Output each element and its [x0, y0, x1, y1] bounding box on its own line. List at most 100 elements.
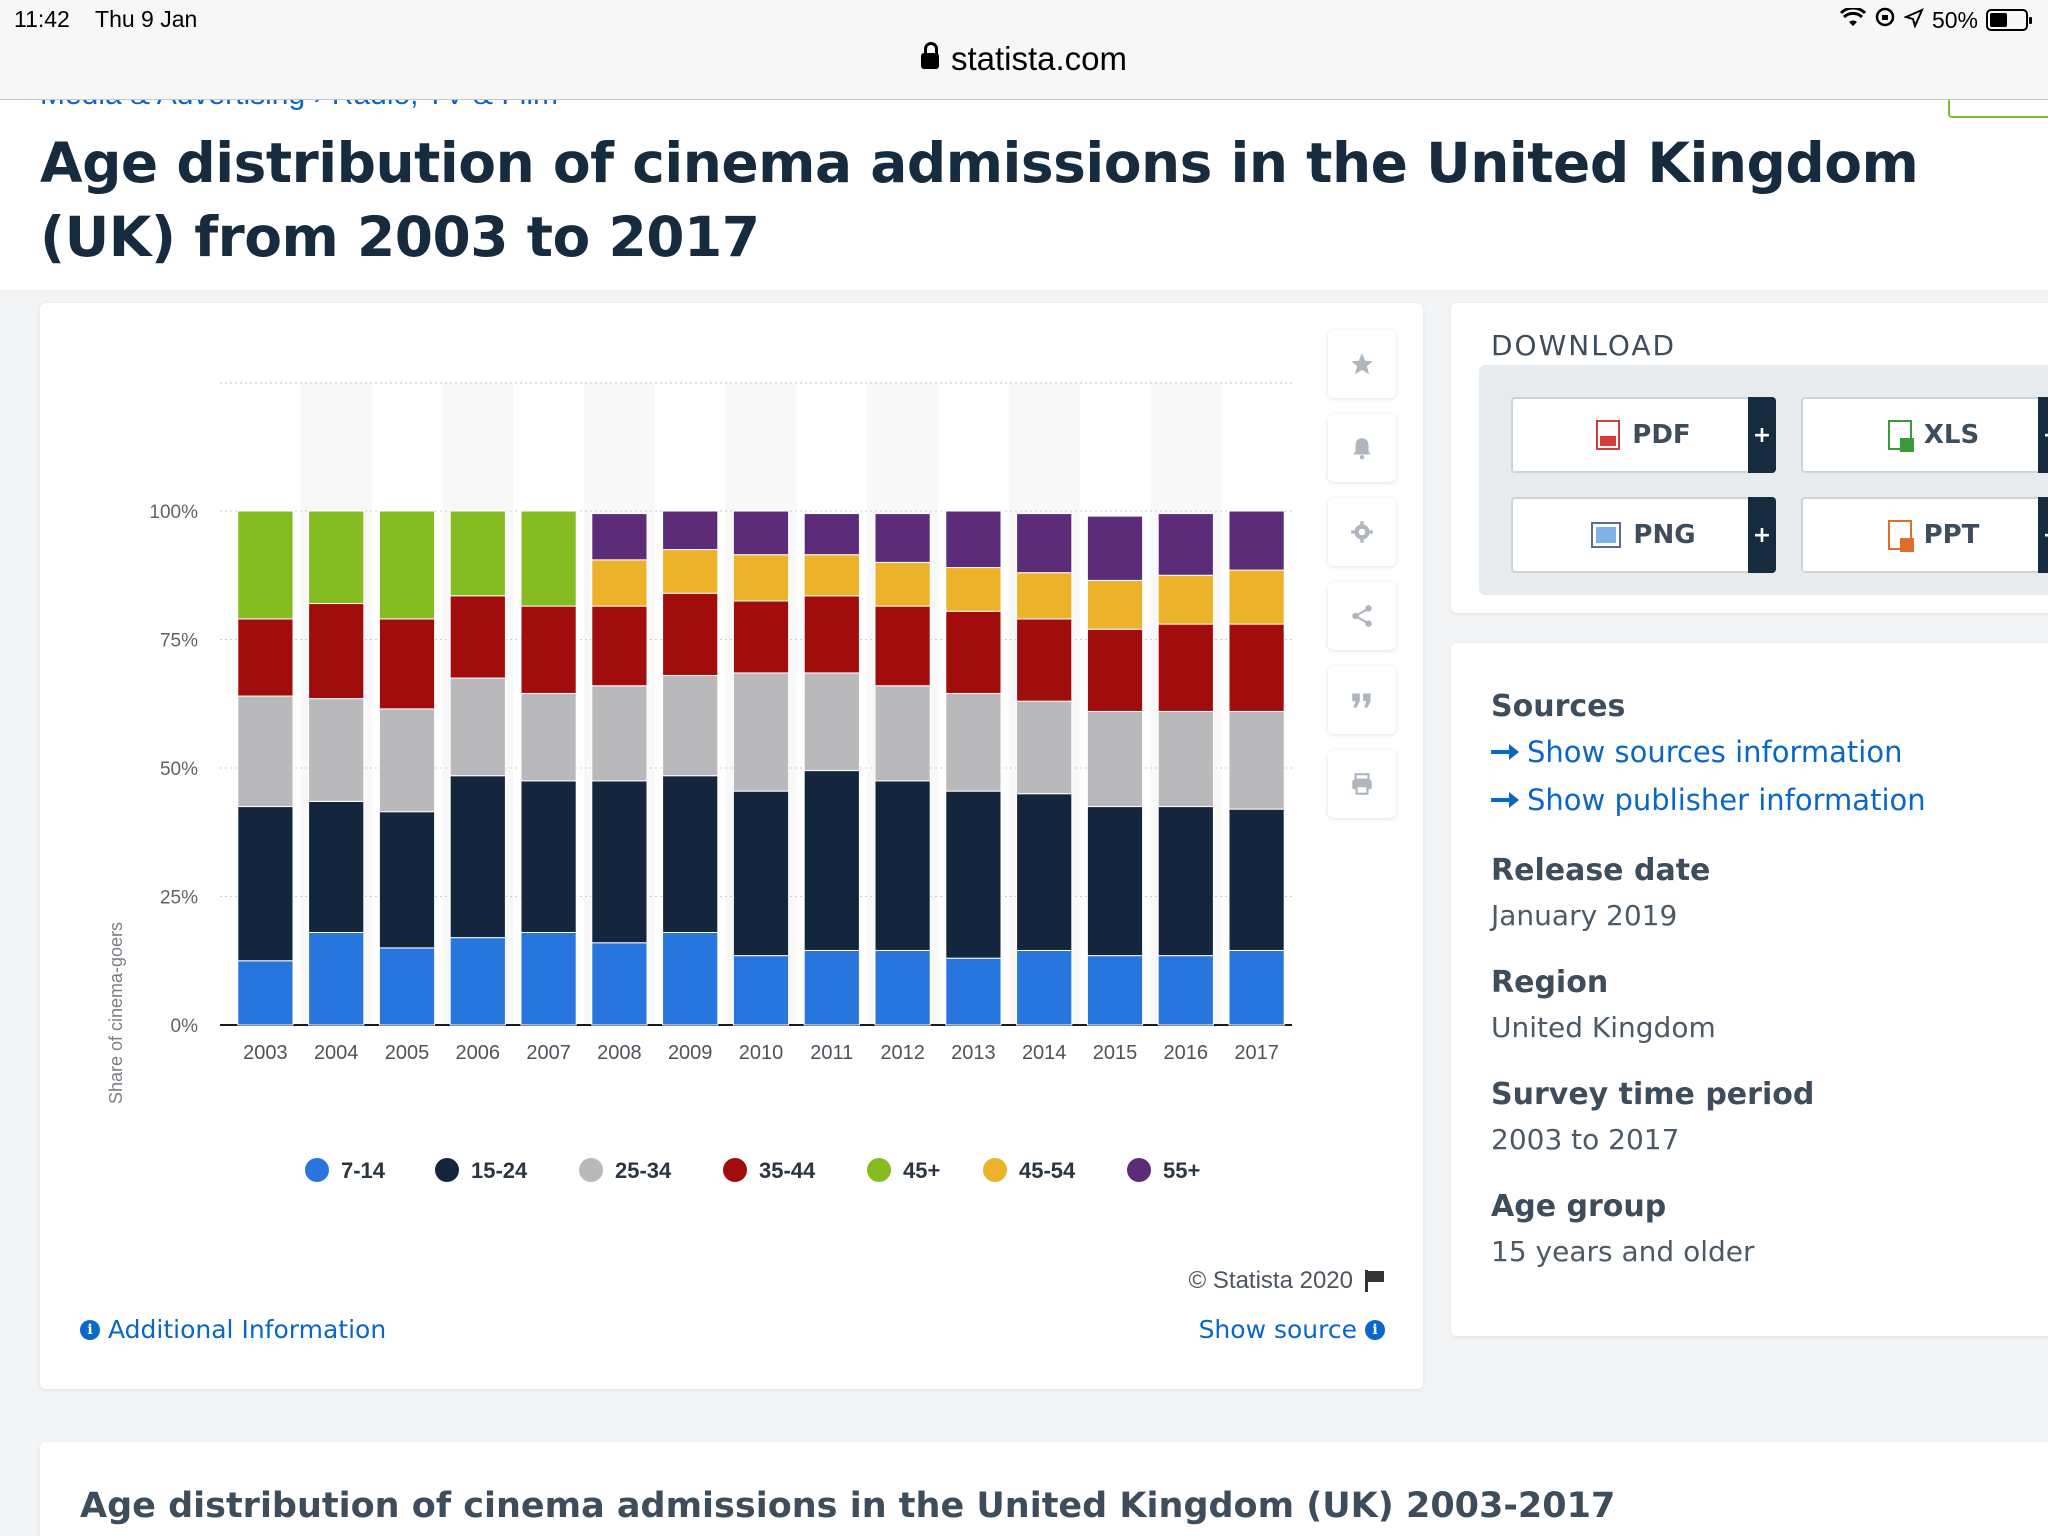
- bar-segment-45-54-2014[interactable]: [1016, 572, 1073, 620]
- bar-segment-35-44-2016[interactable]: [1157, 623, 1214, 712]
- bar-segment-25-34-2014[interactable]: [1016, 700, 1073, 795]
- bar-segment-15-24-2010[interactable]: [732, 790, 790, 957]
- bar-segment-35-44-2008[interactable]: [591, 605, 648, 687]
- bar-segment-7-14-2005[interactable]: [378, 947, 436, 1026]
- address-bar[interactable]: statista.com: [0, 40, 2048, 78]
- bar-segment-25-34-2012[interactable]: [874, 685, 931, 782]
- bar-segment-45-54-2010[interactable]: [732, 554, 790, 602]
- bar-segment-55+-2014[interactable]: [1016, 513, 1073, 574]
- show-source-link[interactable]: Show source i: [1199, 1315, 1385, 1344]
- additional-information-link[interactable]: i Additional Information: [80, 1315, 386, 1344]
- bar-segment-7-14-2013[interactable]: [945, 957, 1002, 1026]
- breadcrumb[interactable]: Media & Advertising › Radio, TV & Film: [40, 100, 558, 112]
- bar-segment-45-54-2017[interactable]: [1228, 569, 1285, 625]
- cite-button[interactable]: [1328, 666, 1396, 734]
- bar-segment-15-24-2007[interactable]: [520, 780, 577, 933]
- bar-segment-7-14-2011[interactable]: [803, 949, 860, 1026]
- bar-segment-15-24-2005[interactable]: [378, 811, 436, 949]
- bar-segment-35-44-2005[interactable]: [378, 618, 436, 710]
- download-png-button[interactable]: PNG +: [1511, 497, 1776, 573]
- bar-segment-15-24-2016[interactable]: [1157, 806, 1214, 957]
- legend-item-35-44[interactable]: 35-44: [723, 1158, 816, 1183]
- bar-segment-35-44-2009[interactable]: [662, 592, 719, 676]
- notification-button[interactable]: [1328, 414, 1396, 482]
- bar-segment-7-14-2012[interactable]: [874, 949, 931, 1026]
- legend-item-15-24[interactable]: 15-24: [435, 1158, 528, 1183]
- bar-segment-45-54-2013[interactable]: [945, 567, 1002, 612]
- bar-segment-15-24-2006[interactable]: [449, 775, 506, 939]
- bar-segment-25-34-2008[interactable]: [591, 685, 648, 782]
- bar-segment-25-34-2017[interactable]: [1228, 710, 1285, 810]
- download-xls-plus-button[interactable]: +: [2038, 397, 2048, 473]
- bar-segment-45+-2003[interactable]: [237, 510, 294, 620]
- bar-segment-35-44-2017[interactable]: [1228, 623, 1285, 712]
- download-pdf-plus-button[interactable]: +: [1748, 397, 1776, 473]
- bar-segment-55+-2008[interactable]: [591, 513, 648, 561]
- bar-segment-55+-2012[interactable]: [874, 513, 931, 563]
- bar-segment-25-34-2004[interactable]: [308, 698, 365, 802]
- bar-segment-35-44-2003[interactable]: [237, 618, 294, 697]
- bar-segment-35-44-2007[interactable]: [520, 605, 577, 694]
- bar-segment-25-34-2016[interactable]: [1157, 710, 1214, 808]
- bar-segment-7-14-2008[interactable]: [591, 942, 648, 1026]
- bar-segment-15-24-2009[interactable]: [662, 775, 719, 933]
- bar-segment-15-24-2015[interactable]: [1086, 806, 1144, 957]
- bar-segment-25-34-2003[interactable]: [237, 695, 294, 808]
- bar-segment-7-14-2014[interactable]: [1016, 949, 1073, 1026]
- bar-segment-35-44-2006[interactable]: [449, 595, 506, 679]
- share-button[interactable]: [1328, 582, 1396, 650]
- download-png-plus-button[interactable]: +: [1748, 497, 1776, 573]
- bar-segment-55+-2011[interactable]: [803, 513, 860, 556]
- bar-segment-15-24-2004[interactable]: [308, 800, 365, 933]
- bar-segment-35-44-2004[interactable]: [308, 603, 365, 700]
- legend-item-45+[interactable]: 45+: [867, 1158, 940, 1183]
- bar-segment-25-34-2011[interactable]: [803, 672, 860, 772]
- show-sources-link[interactable]: Show sources information: [1491, 735, 1902, 769]
- bar-segment-25-34-2006[interactable]: [449, 677, 506, 777]
- bar-segment-15-24-2013[interactable]: [945, 790, 1002, 959]
- bar-segment-45+-2007[interactable]: [520, 510, 577, 607]
- bar-segment-45-54-2016[interactable]: [1157, 574, 1214, 625]
- bar-segment-25-34-2015[interactable]: [1086, 710, 1144, 808]
- bar-segment-7-14-2017[interactable]: [1228, 949, 1285, 1026]
- show-publisher-link[interactable]: Show publisher information: [1491, 783, 1926, 817]
- download-pdf-button[interactable]: PDF +: [1511, 397, 1776, 473]
- bar-segment-55+-2015[interactable]: [1086, 515, 1144, 581]
- bar-segment-25-34-2013[interactable]: [945, 692, 1002, 792]
- print-button[interactable]: [1328, 750, 1396, 818]
- download-ppt-button[interactable]: PPT +: [1801, 497, 2048, 573]
- bar-segment-55+-2013[interactable]: [945, 510, 1002, 569]
- flag-icon[interactable]: [1365, 1270, 1385, 1292]
- bar-segment-35-44-2011[interactable]: [803, 595, 860, 674]
- bar-segment-15-24-2008[interactable]: [591, 780, 648, 944]
- bar-segment-35-44-2010[interactable]: [732, 600, 790, 674]
- bar-segment-25-34-2007[interactable]: [520, 692, 577, 782]
- bar-segment-35-44-2015[interactable]: [1086, 628, 1144, 712]
- bar-segment-55+-2010[interactable]: [732, 510, 790, 556]
- bar-segment-55+-2009[interactable]: [662, 510, 719, 551]
- bar-segment-45+-2006[interactable]: [449, 510, 506, 597]
- bar-segment-45-54-2008[interactable]: [591, 559, 648, 607]
- favorite-button[interactable]: [1328, 330, 1396, 398]
- legend-item-55+[interactable]: 55+: [1127, 1158, 1200, 1183]
- bar-segment-15-24-2014[interactable]: [1016, 793, 1073, 951]
- bar-segment-25-34-2005[interactable]: [378, 708, 436, 813]
- bar-segment-7-14-2007[interactable]: [520, 931, 577, 1026]
- bar-segment-7-14-2010[interactable]: [732, 955, 790, 1026]
- bar-segment-35-44-2012[interactable]: [874, 605, 931, 687]
- download-ppt-plus-button[interactable]: +: [2038, 497, 2048, 573]
- bar-segment-35-44-2013[interactable]: [945, 610, 1002, 694]
- bar-segment-7-14-2016[interactable]: [1157, 955, 1214, 1026]
- bar-segment-7-14-2009[interactable]: [662, 931, 719, 1026]
- legend-item-25-34[interactable]: 25-34: [579, 1158, 672, 1183]
- bar-segment-15-24-2003[interactable]: [237, 806, 294, 962]
- bar-segment-35-44-2014[interactable]: [1016, 618, 1073, 702]
- bar-segment-45+-2004[interactable]: [308, 510, 365, 605]
- bar-segment-7-14-2003[interactable]: [237, 960, 294, 1026]
- legend-item-45-54[interactable]: 45-54: [983, 1158, 1076, 1183]
- premium-badge[interactable]: [1948, 100, 2048, 118]
- settings-button[interactable]: [1328, 498, 1396, 566]
- bar-segment-45+-2005[interactable]: [378, 510, 436, 620]
- bar-segment-45-54-2012[interactable]: [874, 561, 931, 607]
- bar-segment-25-34-2009[interactable]: [662, 674, 719, 777]
